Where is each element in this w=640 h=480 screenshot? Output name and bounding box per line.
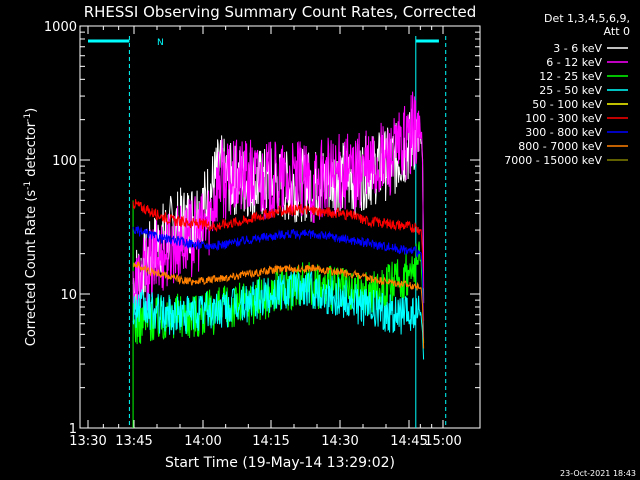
y-tick-label: 10 [60, 288, 77, 303]
x-axis-label: Start Time (19-May-14 13:29:02) [165, 455, 395, 471]
series-line [132, 91, 425, 323]
chart-title: RHESSI Observing Summary Count Rates, Co… [84, 3, 477, 21]
legend-label: 100 - 300 keV [525, 112, 602, 125]
x-tick-label: 14:00 [184, 434, 221, 449]
x-tick-label: 14:15 [252, 434, 289, 449]
x-tick-label: 13:30 [69, 434, 106, 449]
x-tick-label: 15:00 [424, 434, 461, 449]
plot-frame [79, 25, 481, 429]
legend-label: 3 - 6 keV [553, 42, 602, 55]
legend-label: 300 - 800 keV [525, 126, 602, 139]
series-line [132, 269, 425, 360]
footer-date: 23-Oct-2021 18:43 [560, 469, 636, 478]
y-tick-label: 100 [52, 154, 77, 169]
x-tick-label: 14:45 [390, 434, 427, 449]
y-tick-label: 1 [69, 422, 77, 437]
x-tick-label: 13:45 [115, 434, 152, 449]
series-layer [132, 91, 425, 360]
y-axis-label: Corrected Count Rate (s-1 detector-1) [23, 108, 39, 346]
series-line [132, 199, 425, 321]
legend-label: 800 - 7000 keV [518, 140, 602, 153]
y-tick-label: 1000 [44, 20, 77, 35]
legend-label: 6 - 12 keV [546, 56, 602, 69]
legend-label: 25 - 50 keV [539, 84, 602, 97]
legend-header-2: Att 0 [604, 25, 630, 38]
legend-label: 12 - 25 keV [539, 70, 602, 83]
series-line [132, 225, 425, 339]
x-tick-label: 14:30 [321, 434, 358, 449]
legend-label: 50 - 100 keV [532, 98, 602, 111]
series-line [133, 260, 425, 349]
legend-label: 7000 - 15000 keV [504, 154, 602, 167]
night-label: N [157, 38, 164, 48]
legend-header-1: Det 1,3,4,5,6,9, [544, 12, 630, 25]
